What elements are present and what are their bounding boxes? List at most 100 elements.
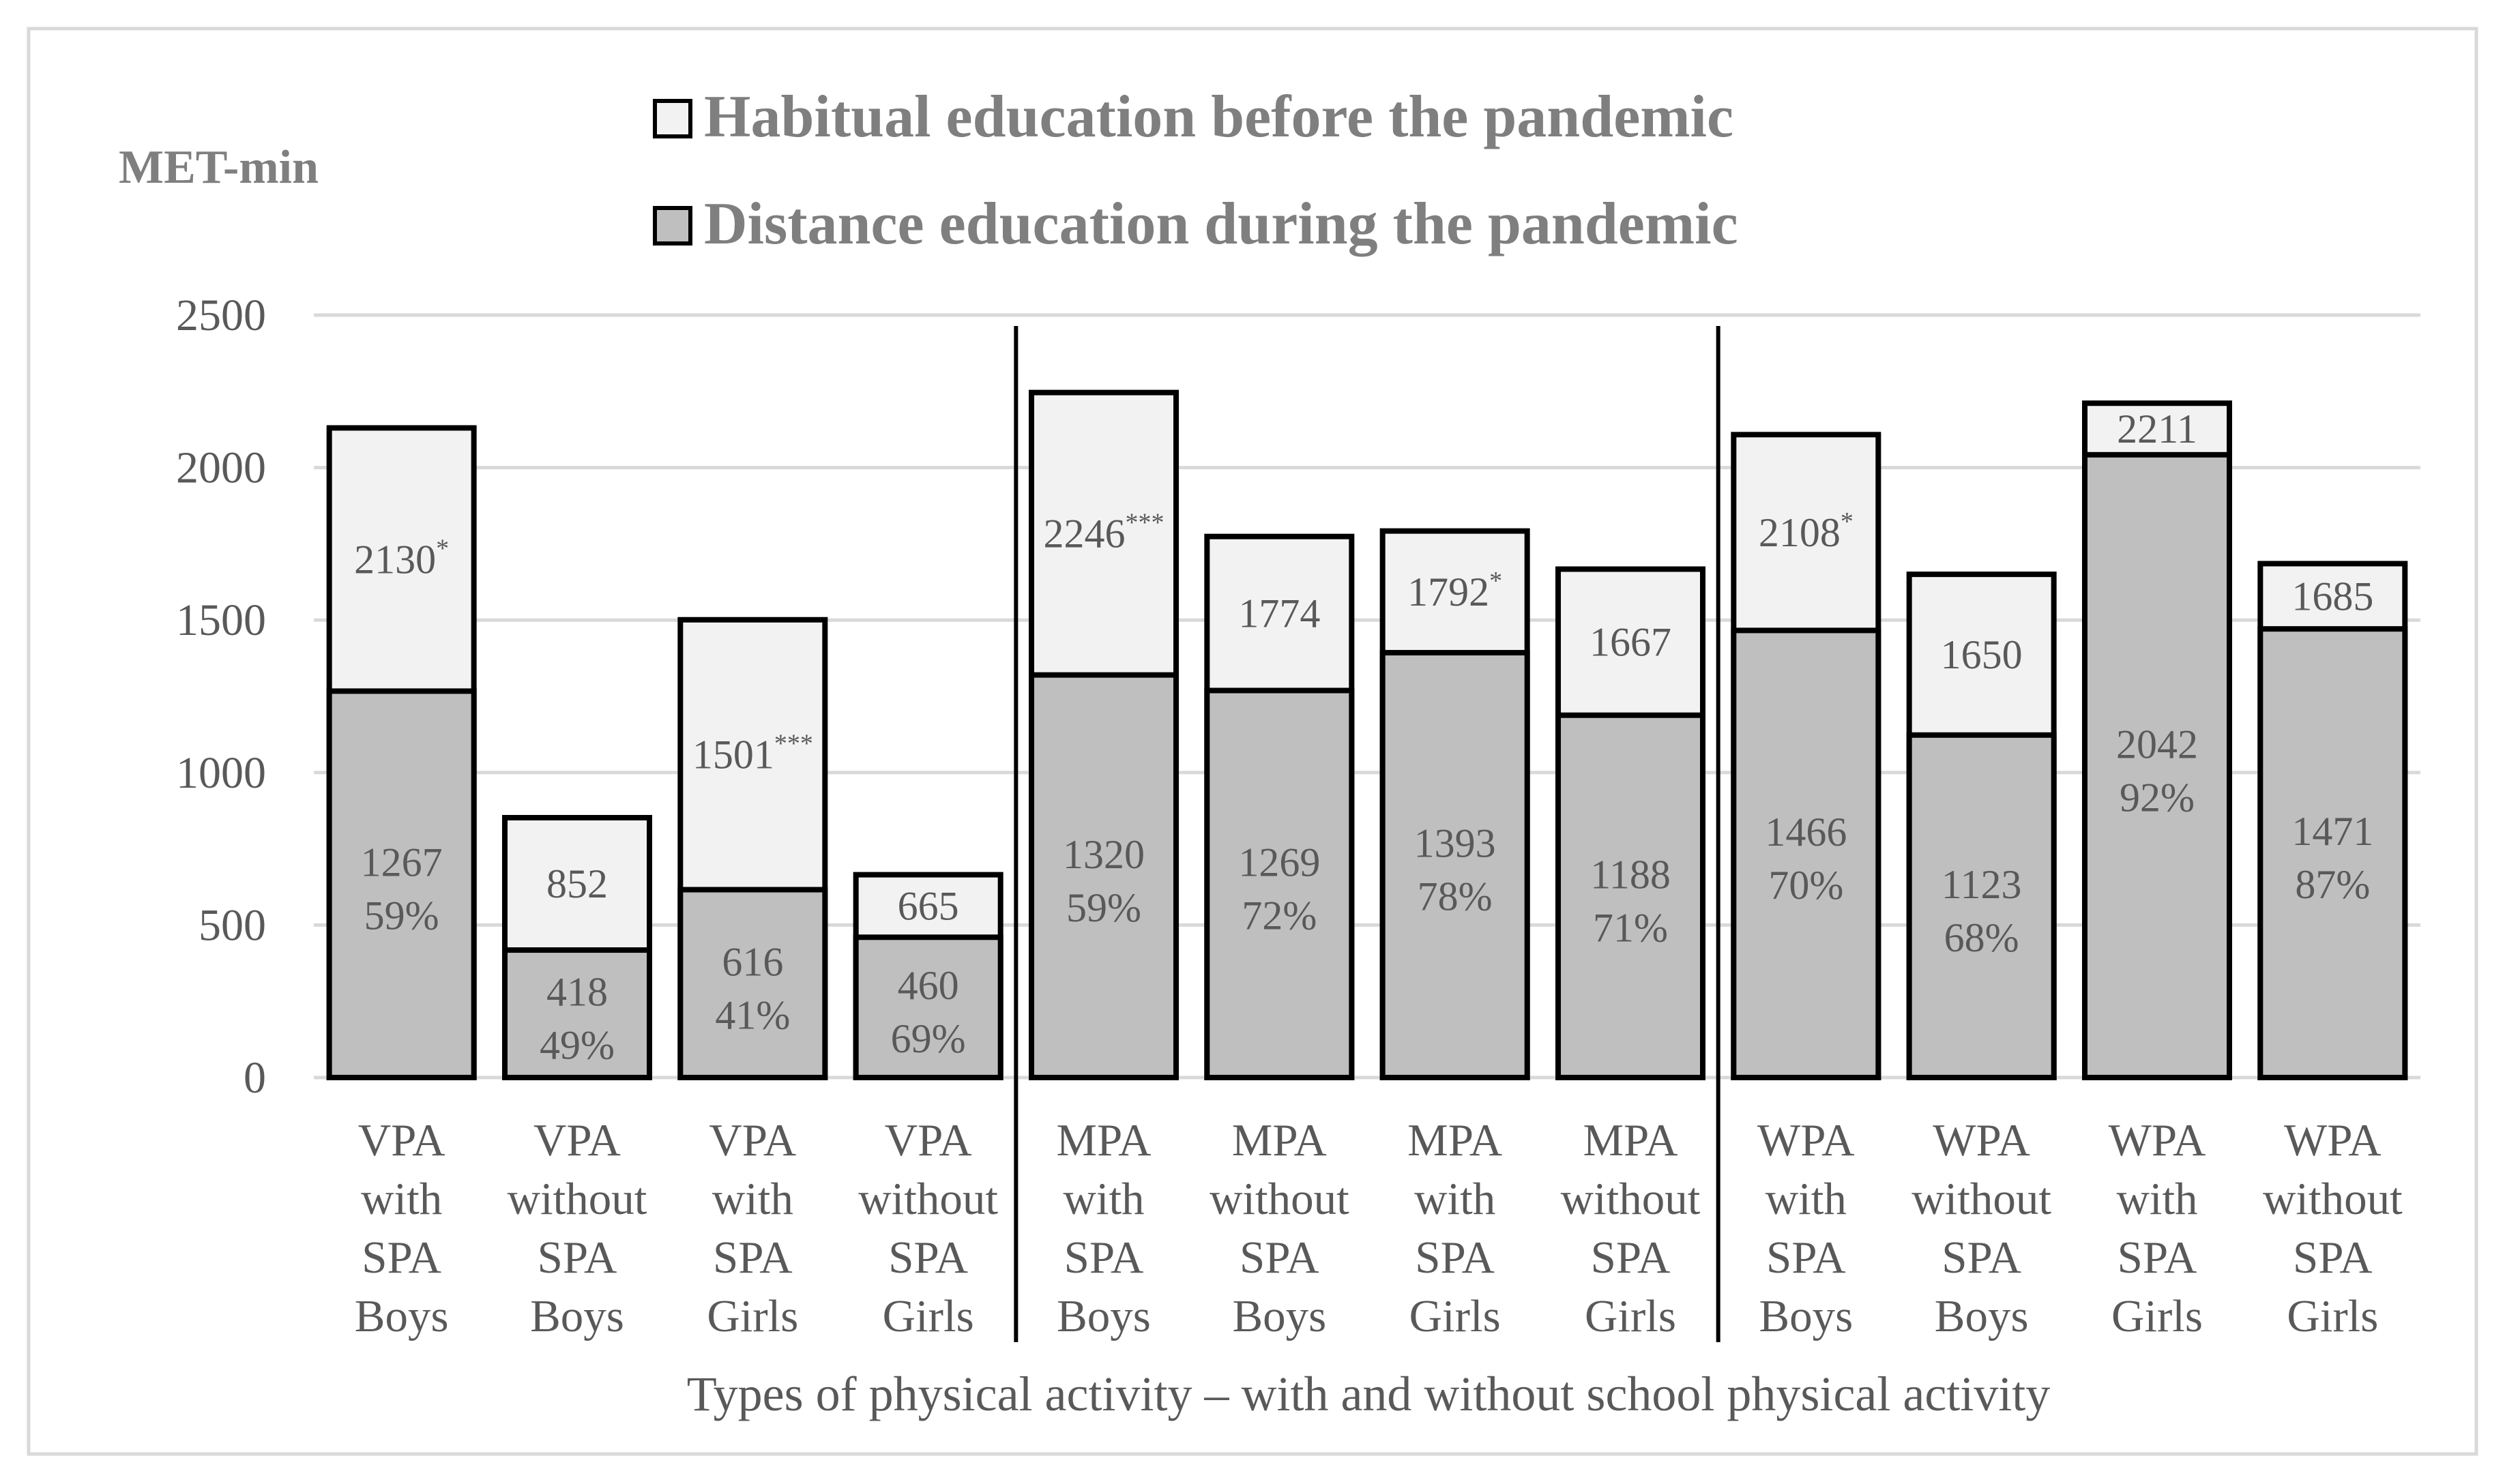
bar-distance [2257,626,2408,1080]
value-label-distance: 1320 [1063,832,1145,877]
value-label-distance: 460 [898,963,959,1008]
value-label-distance: 616 [722,939,783,984]
x-category-label: Boys [1935,1291,2029,1341]
bar-distance [2082,451,2232,1080]
legend-swatch-habitual [653,99,692,138]
x-category-label: MPA [1407,1115,1502,1166]
value-label-habitual: 852 [546,861,608,906]
percent-label-distance: 78% [1418,874,1493,919]
x-category-label: SPA [362,1232,441,1283]
bar-distance [1379,650,1530,1080]
value-label-habitual: 665 [898,883,959,928]
gridlines [314,313,2420,1080]
x-category-label: Girls [2111,1291,2203,1341]
percent-label-distance: 70% [1768,863,1843,908]
value-label-distance: 1267 [361,840,443,885]
percent-label-distance: 87% [2295,862,2370,907]
x-category-label: with [361,1174,442,1224]
x-category-label: Girls [707,1291,798,1341]
bar-distance [1555,712,1705,1081]
bar-distance [1731,627,1881,1080]
x-category-label: VPA [709,1115,796,1166]
x-axis-title: Types of physical activity – with and wi… [687,1367,2051,1421]
y-tick-label: 2000 [176,443,266,493]
x-category-label: Girls [2287,1291,2378,1341]
y-axis-label: MET-min [119,141,319,194]
y-tick-label: 2500 [176,291,266,340]
group-dividers [1014,326,1720,1342]
y-tick-label: 0 [244,1053,266,1103]
value-label-distance: 1188 [1590,852,1671,897]
significance-marker: *** [1126,509,1164,537]
value-label-distance: 1123 [1942,862,2022,907]
x-category-label: without [858,1174,998,1224]
x-category-label: Girls [1409,1291,1501,1341]
bar-distance [502,947,652,1081]
bar-distance [853,934,1004,1080]
data-labels: 2130* 1267 59% 852 418 49% 1501*** 616 41% 665 460… [354,406,2373,1068]
value-label-habitual: 1501*** [692,730,813,777]
value-label-habitual: 1650 [1941,632,2023,677]
x-category-label: SPA [1240,1232,1319,1283]
x-category-label: without [1911,1174,2051,1224]
x-category-label: SPA [1064,1232,1144,1283]
legend: Habitual education before the pandemic D… [653,84,1738,257]
significance-marker: * [1489,567,1502,595]
x-category-label: with [1414,1174,1495,1224]
x-category-label: with [2116,1174,2197,1224]
significance-marker: * [1841,507,1854,536]
x-category-label: with [1766,1174,1847,1224]
value-label-habitual: 2211 [2117,406,2197,451]
value-label-distance: 1269 [1238,840,1320,885]
legend-label-habitual: Habitual education before the pandemic [704,84,1733,150]
x-category-label: SPA [1415,1232,1495,1283]
y-tick-label: 500 [199,900,266,950]
x-category-label: Boys [355,1291,449,1341]
percent-label-distance: 59% [364,893,439,938]
x-category-label: VPA [358,1115,445,1166]
x-category-label: SPA [2118,1232,2197,1283]
bars [326,389,2408,1081]
significance-marker: *** [774,730,813,758]
x-category-label: WPA [2284,1115,2382,1166]
bar-distance [326,688,477,1080]
value-label-distance: 2042 [2116,722,2198,767]
x-category-label: SPA [2293,1232,2373,1283]
x-category-label: Girls [883,1291,974,1341]
x-category-label: VPA [533,1115,621,1166]
value-label-distance: 1471 [2291,809,2373,854]
x-category-label: SPA [1942,1232,2021,1283]
significance-marker: * [436,534,449,563]
x-category-label: VPA [885,1115,972,1166]
x-category-label: SPA [1591,1232,1671,1283]
x-category-label: without [1210,1174,1349,1224]
legend-label-distance: Distance education during the pandemic [704,191,1738,257]
value-label-habitual: 2130* [354,534,449,582]
x-category-label: SPA [1766,1232,1846,1283]
bar-distance [1204,687,1355,1080]
percent-label-distance: 68% [1944,915,2019,960]
x-category-label: SPA [538,1232,617,1283]
x-category-label: Boys [530,1291,624,1341]
legend-swatch-distance [653,206,692,246]
x-category-label: WPA [2109,1115,2206,1166]
x-axis-categories: VPA with SPA Boys VPA without SPA Boys VPA with SP… [355,1115,2403,1341]
x-category-label: Boys [1057,1291,1151,1341]
x-category-label: SPA [888,1232,968,1283]
percent-label-distance: 69% [891,1016,966,1061]
x-category-label: without [2263,1174,2403,1224]
bar-distance [1029,672,1179,1080]
percent-label-distance: 71% [1593,905,1668,950]
value-label-habitual: 2108* [1759,507,1854,555]
x-category-label: WPA [1757,1115,1855,1166]
x-category-label: with [712,1174,793,1224]
x-category-label: without [1561,1174,1701,1224]
percent-label-distance: 41% [715,992,790,1037]
x-category-label: MPA [1056,1115,1151,1166]
x-category-label: MPA [1232,1115,1327,1166]
bar-distance [1906,732,2057,1081]
y-tick-label: 1000 [176,748,266,798]
x-category-label: Girls [1585,1291,1676,1341]
